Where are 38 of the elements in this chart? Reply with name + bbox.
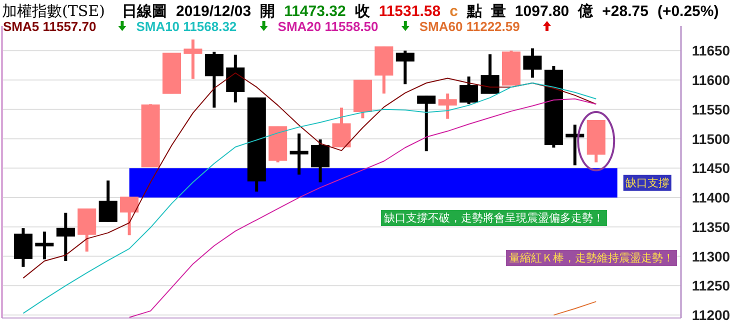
candlestick [56,212,75,262]
annotation: 缺口支撐不破，走勢將會呈現震盪偏多走勢！ [384,212,604,224]
candlestick [566,124,584,166]
text: SMA20 11558.50 [278,19,378,34]
candlestick [311,139,330,182]
annotation: 量縮紅Ｋ棒，走勢維持震盪走勢！ [509,252,674,264]
candlestick [120,196,139,236]
candlestick [480,54,500,94]
chart-title: 加權指數(TSE) [2,2,105,20]
y-tick-label: 11350 [692,218,730,235]
line-series [128,98,597,318]
candlestick [204,52,224,108]
candlestick [332,108,351,148]
y-tick-label: 11200 [692,307,730,324]
y-tick-label: 11300 [692,248,730,264]
candlestick [523,48,542,78]
y-tick-label: 11600 [692,72,730,88]
line-series [22,72,597,279]
candlestick [438,94,457,119]
candlestick [290,134,308,175]
y-tick-label: 11450 [692,160,730,176]
text: SMA5 11557.70 [3,19,96,34]
y-tick-label: 11400 [692,190,730,206]
candlestick [396,50,414,84]
y-tick-label: 11650 [692,42,730,59]
candlestick [417,96,436,152]
line-series [22,82,597,314]
band-label: 缺口支撐 [625,176,670,190]
candlestick [460,76,478,104]
text: SMA60 11222.59 [419,19,520,34]
candlestick [184,40,202,79]
y-tick-label: 11500 [692,130,730,147]
candlestick [35,232,54,260]
text: SMA10 11568.32 [136,19,237,34]
y-tick-label: 11550 [692,101,730,118]
y-tick-label: 11250 [692,278,730,294]
text: 日線圖 2019/12/03 開 11473.32 收 11531.58 c 點 量 1097.80 億 +28.75 (+0.25%) [122,3,719,20]
candlestick [98,180,118,222]
